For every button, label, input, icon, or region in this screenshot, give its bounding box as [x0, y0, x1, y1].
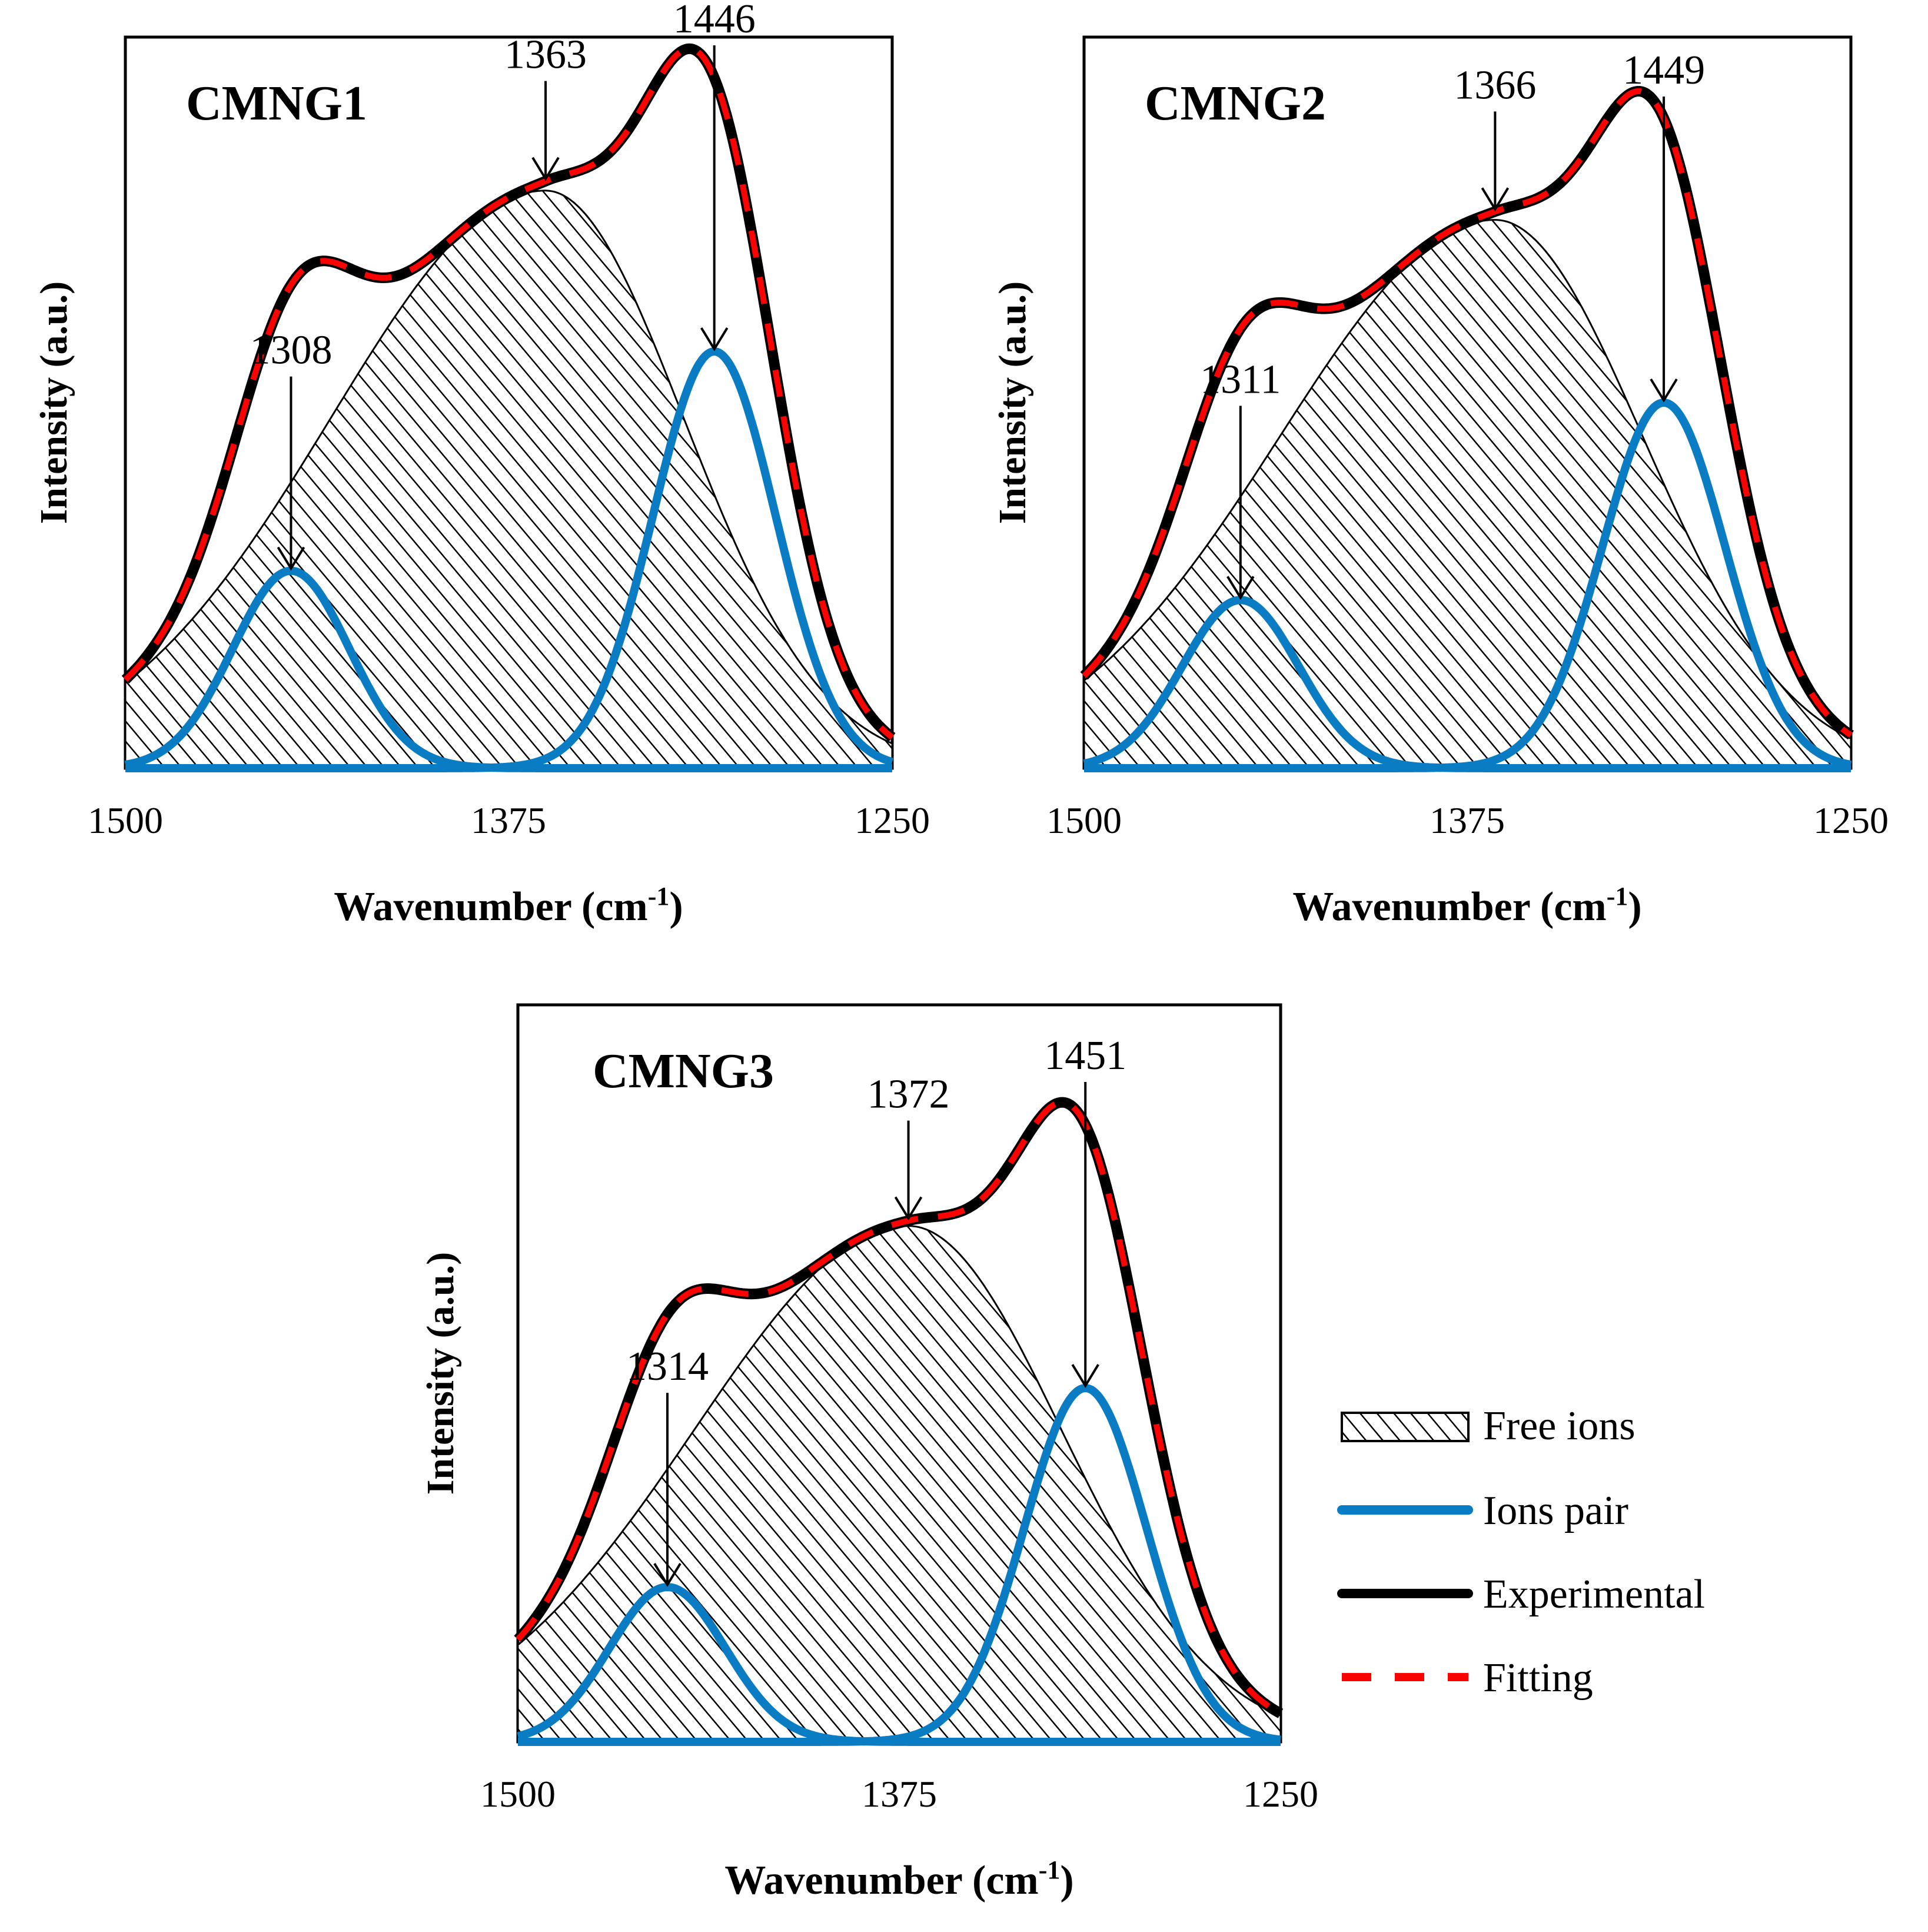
- legend-item-experimental: Experimental: [1337, 1572, 1705, 1617]
- y-axis-label: Intensity (a.u.): [32, 281, 75, 525]
- x-tick-label: 1250: [1243, 1773, 1318, 1815]
- ions-pair-curve-high: [1084, 398, 1852, 772]
- x-tick-label: 1375: [1430, 799, 1505, 841]
- peak-label: 1314: [626, 1344, 709, 1389]
- fitting-curve: [516, 1099, 1282, 1717]
- legend-item-free-ions: Free ions: [1341, 1403, 1636, 1449]
- x-tick-label: 1500: [480, 1773, 556, 1815]
- chart-title: CMNG2: [1145, 76, 1326, 131]
- peak-label: 1311: [1200, 357, 1281, 402]
- peak-arrow-head: [1226, 576, 1255, 600]
- legend: Free ions Ions pair Experimental Fitting: [1337, 1403, 1705, 1701]
- plot-area: [121, 43, 896, 772]
- peak-label: 1446: [673, 0, 756, 42]
- x-tick-label: 1250: [1813, 799, 1889, 841]
- x-tick-label: 1500: [88, 799, 163, 841]
- x-tick-label: 1375: [862, 1773, 937, 1815]
- legend-swatch-hatch: [1341, 1412, 1470, 1442]
- experimental-curve: [121, 43, 896, 742]
- peak-annotations: 1308 1363 1446: [250, 0, 756, 571]
- ions-pair-curve-high: [518, 1383, 1281, 1746]
- legend-item-fitting: Fitting: [1342, 1655, 1593, 1701]
- legend-label: Ions pair: [1483, 1488, 1628, 1533]
- legend-label: Free ions: [1483, 1403, 1636, 1449]
- chart-title: CMNG1: [186, 76, 367, 131]
- peak-label: 1372: [867, 1072, 950, 1117]
- peak-label: 1363: [504, 32, 587, 78]
- peak-label: 1451: [1044, 1033, 1126, 1078]
- free-ions-area: [124, 190, 893, 769]
- peak-annotations: 1311 1366 1449: [1200, 48, 1705, 600]
- y-axis-label: Intensity (a.u.): [991, 281, 1034, 525]
- x-tick-label: 1250: [855, 799, 930, 841]
- plot-area: [1080, 86, 1855, 772]
- y-axis-label: Intensity (a.u.): [419, 1252, 462, 1495]
- peak-arrow-head: [894, 1196, 923, 1221]
- experimental-curve: [1080, 86, 1855, 740]
- peak-label: 1308: [250, 328, 332, 373]
- peak-arrow-head: [700, 327, 729, 351]
- x-axis-label: Wavenumber (cm-1): [334, 882, 683, 930]
- panel-cmng3: CMNG3 1500 1375 1250 Wavenumber (cm-1) I…: [419, 1003, 1318, 1903]
- x-axis-label: Wavenumber (cm-1): [724, 1855, 1073, 1903]
- legend-item-ions-pair: Ions pair: [1337, 1488, 1628, 1533]
- free-ions-area: [1083, 219, 1852, 769]
- peak-arrow-head: [277, 546, 305, 571]
- peak-annotations: 1314 1372 1451: [626, 1033, 1126, 1587]
- x-tick-label: 1375: [471, 799, 546, 841]
- x-axis-label: Wavenumber (cm-1): [1292, 882, 1641, 930]
- legend-label: Fitting: [1483, 1655, 1593, 1701]
- peak-arrow-head: [531, 157, 560, 181]
- panel-cmng2: CMNG2 1500 1375 1250 Wavenumber (cm-1) I…: [991, 35, 1889, 930]
- x-tick-label: 1500: [1046, 799, 1122, 841]
- legend-label: Experimental: [1483, 1572, 1705, 1617]
- peak-arrow-head: [1650, 378, 1678, 403]
- peak-label: 1449: [1623, 48, 1705, 93]
- panel-cmng1: CMNG1 1500 1375 1250 Wavenumber (cm-1) I…: [32, 0, 930, 930]
- peak-arrow-head: [1071, 1363, 1099, 1388]
- peak-arrow-head: [653, 1563, 682, 1587]
- chart-title: CMNG3: [593, 1044, 774, 1098]
- peak-label: 1366: [1454, 62, 1536, 108]
- ions-pair-curve-high: [125, 347, 894, 772]
- peak-arrow-head: [1481, 187, 1510, 212]
- plot-area: [514, 1097, 1285, 1746]
